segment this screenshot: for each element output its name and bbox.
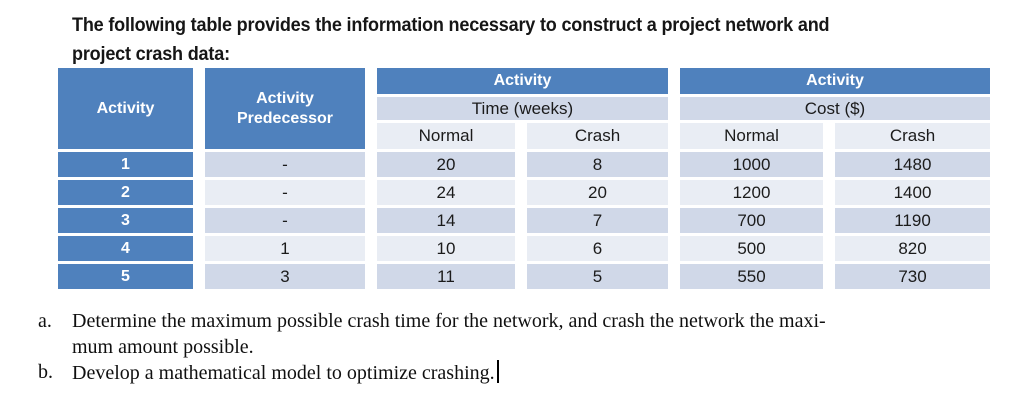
intro-line: The following table provides the informa…	[72, 15, 830, 36]
cell-activity: 4	[58, 236, 193, 261]
cell-cost-normal: 1200	[680, 180, 823, 205]
header-cost-normal: Normal	[680, 123, 823, 149]
cell-cost-normal: 550	[680, 264, 823, 289]
question-line: Develop a mathematical model to optimize…	[72, 360, 499, 387]
question-line: Determine the maximum possible crash tim…	[72, 310, 826, 332]
question-text: Develop a mathematical model to optimize…	[72, 360, 499, 387]
cell-activity: 2	[58, 180, 193, 205]
cell-cost-normal: 1000	[680, 152, 823, 177]
cell-time-normal: 24	[377, 180, 515, 205]
intro-paragraph: The following table provides the informa…	[72, 11, 869, 69]
cell-time-normal: 10	[377, 236, 515, 261]
header-time-crash: Crash	[527, 123, 668, 149]
question-text: Determine the maximum possible crash tim…	[72, 309, 826, 360]
cell-cost-crash: 1400	[835, 180, 990, 205]
text-caret	[496, 360, 499, 383]
cell-time-normal: 14	[377, 208, 515, 233]
question-line: mum amount possible.	[72, 335, 254, 358]
cell-predecessor: 3	[205, 264, 365, 289]
cell-cost-crash: 1480	[835, 152, 990, 177]
cell-time-crash: 20	[527, 180, 668, 205]
header-activity-predecessor-label: Activity Predecessor	[236, 89, 334, 127]
cell-time-crash: 5	[527, 264, 668, 289]
cell-time-normal: 20	[377, 152, 515, 177]
cell-time-crash: 7	[527, 208, 668, 233]
question-label: b.	[38, 361, 53, 383]
header-cost-dollars: Cost ($)	[680, 97, 990, 120]
crash-data-table: Activity Activity Predecessor Activity A…	[58, 68, 990, 289]
header-time-weeks: Time (weeks)	[377, 97, 668, 120]
cell-cost-crash: 1190	[835, 208, 990, 233]
intro-line: project crash data:	[72, 44, 230, 65]
cell-cost-normal: 500	[680, 236, 823, 261]
cell-predecessor: 1	[205, 236, 365, 261]
questions-list: a. Determine the maximum possible crash …	[38, 309, 826, 387]
header-cost-crash: Crash	[835, 123, 990, 149]
header-time-group: Activity	[377, 68, 668, 94]
cell-cost-crash: 730	[835, 264, 990, 289]
cell-activity: 5	[58, 264, 193, 289]
cell-cost-normal: 700	[680, 208, 823, 233]
cell-predecessor: -	[205, 152, 365, 177]
cell-activity: 1	[58, 152, 193, 177]
cell-cost-crash: 820	[835, 236, 990, 261]
header-time-normal: Normal	[377, 123, 515, 149]
cell-time-normal: 11	[377, 264, 515, 289]
cell-predecessor: -	[205, 208, 365, 233]
header-cost-group: Activity	[680, 68, 990, 94]
question-a: a. Determine the maximum possible crash …	[38, 309, 826, 360]
question-label: a.	[38, 310, 52, 332]
header-activity: Activity	[58, 68, 193, 149]
cell-activity: 3	[58, 208, 193, 233]
cell-predecessor: -	[205, 180, 365, 205]
question-line-text: Develop a mathematical model to optimize…	[72, 362, 495, 384]
question-b: b. Develop a mathematical model to optim…	[38, 360, 826, 387]
header-activity-predecessor: Activity Predecessor	[205, 68, 365, 149]
cell-time-crash: 6	[527, 236, 668, 261]
cell-time-crash: 8	[527, 152, 668, 177]
